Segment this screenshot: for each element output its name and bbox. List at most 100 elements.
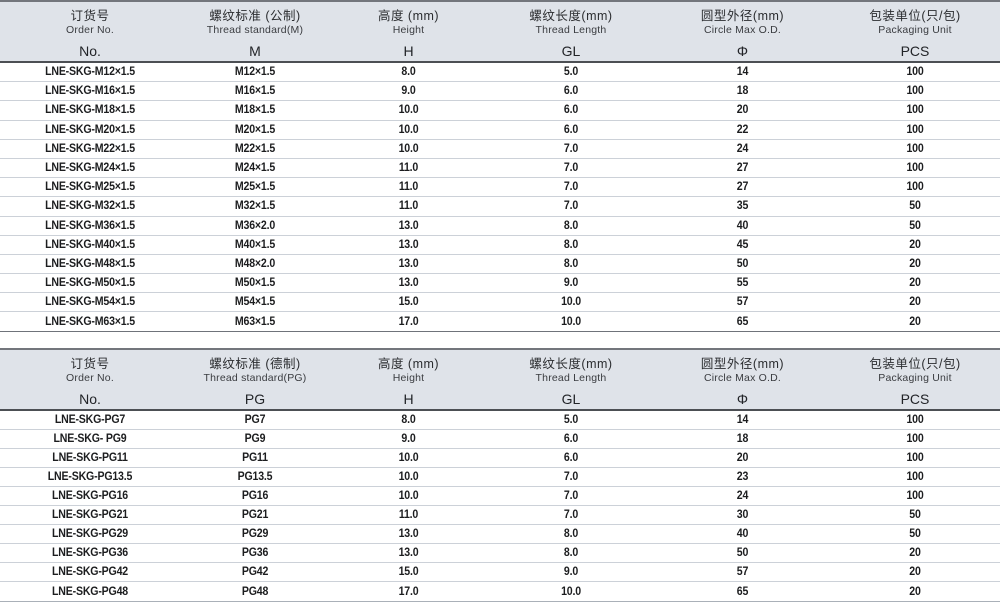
table-cell: LNE-SKG-PG36 — [52, 547, 128, 560]
header-label-en: Thread standard(M) — [206, 24, 304, 36]
table-cell: LNE-SKG-PG48 — [52, 585, 128, 598]
table-cell: PG7 — [244, 413, 266, 426]
header-label-en: Order No. — [66, 371, 114, 384]
header-symbol: GL — [561, 390, 581, 407]
table-cell: 8.0 — [563, 257, 579, 270]
table-cell: 100 — [906, 162, 924, 175]
table-cell: 100 — [906, 142, 924, 155]
table-cell: 11.0 — [398, 200, 419, 213]
column-header-circle-od: 圆型外径(mm) Circle Max O.D. Φ — [655, 9, 830, 61]
header-symbol: H — [403, 390, 414, 407]
table-cell: 6.0 — [563, 451, 579, 464]
table-cell: 20 — [909, 257, 921, 270]
table-cell: 100 — [906, 432, 924, 445]
table-cell: LNE-SKG-M25×1.5 — [45, 181, 135, 194]
table-cell: 100 — [906, 451, 924, 464]
table-cell: PG29 — [241, 528, 269, 541]
table-row: LNE-SKG-M50×1.5 M50×1.5 13.0 9.0 55 20 — [0, 274, 1000, 294]
table-cell: M54×1.5 — [234, 296, 276, 309]
table-cell: PG13.5 — [237, 470, 273, 483]
table-cell: 100 — [906, 490, 924, 503]
table-cell: 23 — [736, 470, 749, 483]
table-cell: 8.0 — [563, 219, 579, 232]
table-row: LNE-SKG-PG13.5 PG13.5 10.0 7.0 23 100 — [0, 468, 1000, 487]
table-cell: 100 — [906, 123, 924, 136]
table-cell: 20 — [736, 104, 749, 117]
header-label-zh: 螺纹标准 (公制) — [209, 9, 301, 23]
table-cell: 6.0 — [563, 104, 579, 117]
header-label-en: Thread Length — [535, 24, 607, 36]
header-label-en: Height — [392, 24, 425, 36]
header-label-zh: 螺纹长度(mm) — [529, 9, 613, 23]
table-cell: 40 — [736, 528, 749, 541]
header-label-en: Thread Length — [535, 371, 607, 384]
header-label-zh: 订货号 — [70, 356, 110, 371]
table-body: LNE-SKG-M12×1.5 M12×1.5 8.0 5.0 14 100 LNE-SKG… — [0, 63, 1000, 332]
column-header-thread-length: 螺纹长度(mm) Thread Length GL — [487, 9, 655, 61]
table-cell: 6.0 — [563, 123, 579, 136]
table-cell: 22 — [736, 123, 749, 136]
table-cell: 10.0 — [561, 315, 581, 328]
table-cell: 6.0 — [563, 85, 579, 98]
table-cell: LNE-SKG-PG16 — [52, 490, 128, 503]
column-header-order-no: 订货号 Order No. No. — [0, 357, 180, 409]
table-cell: M48×2.0 — [234, 257, 276, 270]
table-cell: M20×1.5 — [234, 123, 276, 136]
table-cell: 100 — [906, 181, 924, 194]
header-label-zh: 包装单位(只/包) — [869, 9, 961, 23]
table-cell: 13.0 — [398, 219, 419, 232]
table-cell: LNE-SKG-PG21 — [52, 509, 128, 522]
table-cell: 10.0 — [561, 585, 581, 598]
header-symbol: M — [249, 43, 261, 59]
table-cell: 7.0 — [563, 509, 579, 522]
table-cell: 50 — [909, 528, 921, 541]
header-label-zh: 订货号 — [70, 9, 110, 23]
table-row: LNE-SKG-PG42 PG42 15.0 9.0 57 20 — [0, 563, 1000, 583]
table-cell: LNE-SKG-M12×1.5 — [45, 66, 135, 79]
column-header-height: 高度 (mm) Height H — [330, 357, 487, 409]
table-cell: 65 — [736, 315, 749, 328]
table-row: LNE-SKG-PG21 PG21 11.0 7.0 30 50 — [0, 506, 1000, 526]
table-row: LNE-SKG-M40×1.5 M40×1.5 13.0 8.0 45 20 — [0, 236, 1000, 255]
table-cell: 7.0 — [563, 181, 579, 194]
header-symbol: GL — [561, 43, 581, 59]
table-header: 订货号 Order No. No. 螺纹标准 (德制) Thread stand… — [0, 347, 1000, 411]
table-cell: LNE-SKG-M32×1.5 — [45, 200, 135, 213]
header-label-zh: 螺纹长度(mm) — [529, 356, 613, 371]
table-row: LNE-SKG-PG48 PG48 17.0 10.0 65 20 — [0, 582, 1000, 602]
header-label-zh: 圆型外径(mm) — [700, 356, 785, 371]
header-label-en: Thread standard(PG) — [203, 371, 307, 384]
table-cell: 5.0 — [563, 66, 579, 79]
table-cell: 24 — [736, 490, 749, 503]
table-cell: 20 — [909, 238, 921, 251]
table-row: LNE-SKG-M18×1.5 M18×1.5 10.0 6.0 20 100 — [0, 101, 1000, 121]
column-header-thread-length: 螺纹长度(mm) Thread Length GL — [487, 357, 655, 409]
table-row: LNE-SKG-PG7 PG7 8.0 5.0 14 100 — [0, 411, 1000, 430]
table-cell: 14 — [736, 66, 749, 79]
table-cell: 9.0 — [401, 85, 416, 98]
table-cell: LNE-SKG-PG29 — [52, 528, 128, 541]
table-cell: PG16 — [241, 490, 269, 503]
table-cell: 10.0 — [398, 470, 419, 483]
table-cell: LNE-SKG-PG7 — [54, 413, 126, 426]
header-symbol: No. — [79, 390, 101, 407]
table-cell: PG21 — [241, 509, 269, 522]
column-header-thread-standard: 螺纹标准 (公制) Thread standard(M) M — [180, 9, 330, 61]
table-cell: 13.0 — [398, 528, 419, 541]
header-label-zh: 高度 (mm) — [377, 9, 440, 23]
table-cell: 18 — [736, 432, 749, 445]
header-symbol: PCS — [900, 390, 930, 407]
table-cell: 10.0 — [398, 104, 419, 117]
table-cell: LNE-SKG-M22×1.5 — [45, 142, 135, 155]
table-row: LNE-SKG-PG16 PG16 10.0 7.0 24 100 — [0, 487, 1000, 507]
table-cell: M18×1.5 — [234, 104, 276, 117]
header-label-zh: 包装单位(只/包) — [869, 356, 961, 371]
header-symbol: Φ — [736, 390, 749, 407]
table-cell: LNE-SKG-PG11 — [52, 451, 128, 464]
table-row: LNE-SKG-M12×1.5 M12×1.5 8.0 5.0 14 100 — [0, 63, 1000, 83]
table-cell: 10.0 — [398, 142, 419, 155]
table-cell: 17.0 — [398, 585, 419, 598]
table-row: LNE-SKG-M36×1.5 M36×2.0 13.0 8.0 40 50 — [0, 217, 1000, 236]
table-cell: 5.0 — [563, 413, 579, 426]
header-label-en: Packaging Unit — [878, 24, 952, 36]
